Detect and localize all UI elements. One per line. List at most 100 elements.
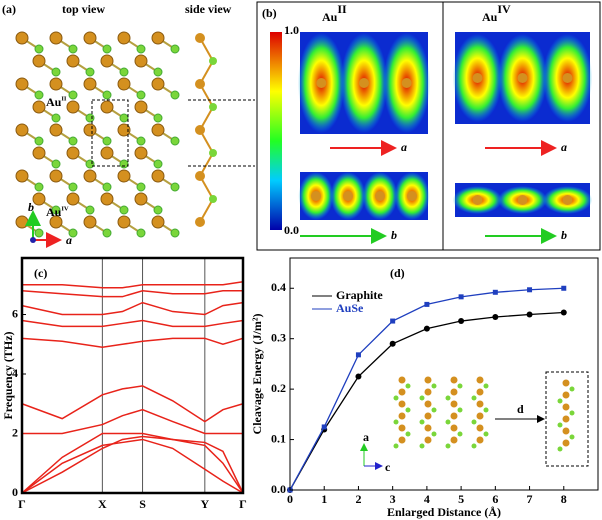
x-tick-label: 3 [390, 492, 396, 506]
y-axis-label: Frequency (THz) [1, 331, 15, 419]
series-line [21, 337, 244, 348]
au-atom [83, 77, 97, 91]
axis-a-label: a [66, 233, 72, 247]
panel-label: (a) [2, 2, 16, 16]
inset-se [405, 431, 411, 437]
au-atom [117, 215, 131, 229]
series-line [21, 301, 244, 316]
se-atom [136, 136, 146, 146]
inset-au [476, 412, 484, 420]
au-atom [32, 54, 46, 68]
atom [407, 191, 417, 201]
se-atom [153, 205, 163, 215]
atom [562, 73, 573, 83]
x-tick-label: Γ [239, 497, 247, 511]
x-tick-label: 5 [458, 492, 464, 506]
se-atom [136, 182, 146, 192]
se-atom [85, 67, 95, 77]
se-atom [68, 136, 78, 146]
axis-label: b [391, 228, 397, 242]
atom [562, 195, 573, 205]
inset-au [424, 424, 432, 432]
inset-se [483, 431, 489, 437]
panel-b-frame [256, 1, 601, 251]
x-tick-label: X [98, 497, 107, 511]
y-tick-label: 0.1 [271, 431, 286, 445]
marker [526, 311, 533, 318]
inset-se [557, 398, 563, 404]
au-atom [134, 54, 148, 68]
se-atom [68, 228, 78, 238]
title-left-sup: II [337, 2, 347, 16]
inset-au [398, 412, 406, 420]
inset-au [398, 400, 406, 408]
axis-origin [30, 237, 36, 243]
series-line [22, 281, 244, 289]
x-tick-label: 0 [287, 492, 293, 506]
atom [311, 191, 321, 201]
au-atom [49, 31, 63, 45]
au-atom [66, 54, 80, 68]
x-tick-label: 6 [492, 492, 498, 506]
inset-au [450, 424, 458, 432]
y-axis-label: Cleavage Energy (J/m²) [250, 314, 264, 435]
inset-se [471, 395, 477, 401]
se-atom [34, 136, 44, 146]
atom [359, 78, 369, 88]
marker [561, 285, 567, 291]
inset-au [424, 376, 432, 384]
au-atom [100, 192, 114, 206]
inset-au [450, 376, 458, 384]
marker [458, 318, 465, 325]
title-right-base: Au [482, 10, 498, 24]
au-atom [151, 31, 165, 45]
au-atom [32, 100, 46, 114]
au-atom [15, 123, 29, 137]
inset-au [450, 436, 458, 444]
plot-frame [20, 256, 245, 495]
inset-se [419, 443, 425, 449]
se-atom [170, 136, 180, 146]
au-atom [195, 125, 205, 135]
inset-au [398, 376, 406, 384]
title-left: AuII [322, 2, 347, 24]
x-tick-label: S [139, 497, 146, 511]
marker [355, 373, 362, 380]
se-atom [119, 67, 129, 77]
x-tick-label: 7 [527, 492, 533, 506]
au-atom [117, 31, 131, 45]
au-atom [15, 77, 29, 91]
x-axis-label: Enlarged Distance (Å) [387, 505, 501, 519]
marker [492, 289, 498, 295]
inset-au [450, 412, 458, 420]
se-atom [68, 182, 78, 192]
au-atom [32, 146, 46, 160]
au4-label-base: Au [46, 205, 62, 219]
au2-label: AuII [46, 95, 67, 109]
series-line [22, 408, 243, 435]
inset-se [483, 383, 489, 389]
x-tick-label: Γ [18, 497, 26, 511]
inset-au [562, 415, 570, 423]
colorbar-top: 1.0 [284, 23, 299, 37]
au-atom [49, 77, 63, 91]
au-atom [83, 31, 97, 45]
au-atom [100, 146, 114, 160]
inset-au [476, 400, 484, 408]
atom [401, 78, 412, 88]
se-atom [102, 90, 112, 100]
au2-label-base: Au [46, 95, 62, 109]
au-atom [66, 192, 80, 206]
se-atom [51, 113, 61, 123]
inset-se [405, 383, 411, 389]
title-left-base: Au [322, 10, 338, 24]
se-atom [68, 44, 78, 54]
inset-se [557, 446, 563, 452]
inset-au [562, 427, 570, 435]
inset-se [569, 410, 575, 416]
y-tick-label: 4 [12, 366, 18, 380]
se-atom [170, 182, 180, 192]
inset-d: d [517, 402, 524, 416]
